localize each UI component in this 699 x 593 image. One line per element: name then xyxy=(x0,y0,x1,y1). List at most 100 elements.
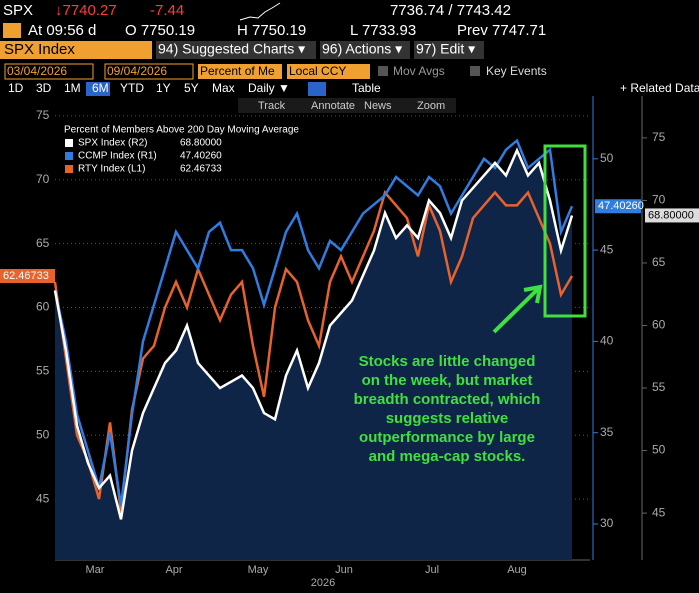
end-date[interactable]: 09/04/2026 xyxy=(107,64,167,78)
prev: Prev 7747.71 xyxy=(457,22,546,39)
legend-swatch xyxy=(65,139,73,147)
mov-avgs[interactable]: Mov Avgs xyxy=(393,64,445,78)
table-button[interactable]: Table xyxy=(352,81,381,95)
legend-value: 47.40260 xyxy=(180,151,222,162)
x-axis-title: 2026 xyxy=(311,577,335,589)
date-input[interactable] xyxy=(104,63,194,80)
period-button[interactable]: 6M xyxy=(92,81,109,95)
y-tick-label: 45 xyxy=(36,491,50,505)
arrow xyxy=(492,284,543,334)
menu-tab[interactable] xyxy=(320,41,410,59)
field[interactable]: Percent of Me xyxy=(200,64,275,78)
y3-tick-label: 45 xyxy=(652,505,666,519)
sparkline xyxy=(239,2,281,21)
y2-tick-label: 40 xyxy=(600,334,614,348)
y2-tick-label: 30 xyxy=(600,516,614,530)
related-data[interactable]: + Related Data xyxy=(620,81,699,95)
start-date[interactable]: 03/04/2026 xyxy=(7,64,67,78)
tool[interactable]: Annotate xyxy=(311,100,355,112)
legend-name: CCMP Index (R1) xyxy=(78,151,157,162)
y3-tick-label: 65 xyxy=(652,255,666,269)
legend-swatch xyxy=(65,165,73,173)
x-tick-label: Aug xyxy=(507,564,527,576)
x-tick-label: Jul xyxy=(425,564,439,576)
change: -7.44 xyxy=(150,2,184,19)
y3-tick-label: 75 xyxy=(652,130,666,144)
plot: 45 50 55 60 65 70 75 30 35 40 45 50 45 50 55 60 65 70 75 Ma… xyxy=(0,96,699,589)
value-tag-label: 68.80000 xyxy=(648,209,694,221)
value-tag-label: 47.40260 xyxy=(598,200,644,212)
period-button[interactable]: YTD xyxy=(120,81,144,95)
x-tick-label: Mar xyxy=(86,564,105,576)
period-button[interactable]: 1D xyxy=(8,81,24,95)
y-tick-label: 75 xyxy=(36,108,50,122)
period-button[interactable]: 1M xyxy=(64,81,81,95)
y3-tick-label: 55 xyxy=(652,380,666,394)
x-tick-label: Jun xyxy=(335,564,353,576)
legend-name: SPX Index (R2) xyxy=(78,138,147,149)
y3-tick-label: 60 xyxy=(652,318,666,332)
checkbox[interactable] xyxy=(378,66,388,76)
toolbar xyxy=(238,98,456,113)
y3-tick-label: 50 xyxy=(652,443,666,457)
menu-item[interactable]: 94) Suggested Charts ▾ xyxy=(158,41,305,57)
y-tick-label: 55 xyxy=(36,364,50,378)
checkbox[interactable] xyxy=(470,66,480,76)
value-tag xyxy=(0,268,55,283)
tool[interactable]: News xyxy=(364,100,392,112)
value-tag xyxy=(645,208,699,223)
annotation: Stocks are little changed xyxy=(359,353,536,370)
menu-item[interactable]: 96) Actions ▾ xyxy=(322,41,402,57)
price: ↓7740.27 xyxy=(55,2,117,19)
ccy-select[interactable] xyxy=(287,64,370,79)
security[interactable]: SPX Index xyxy=(4,41,75,58)
chart-type-icon xyxy=(308,82,326,96)
menu-tab[interactable] xyxy=(414,41,484,59)
ticker: SPX xyxy=(3,2,33,19)
tool[interactable]: Zoom xyxy=(417,100,445,112)
legend-value: 62.46733 xyxy=(180,164,222,175)
period-button[interactable]: Max xyxy=(212,81,235,95)
low: L 7733.93 xyxy=(350,22,416,39)
y2-tick-label: 50 xyxy=(600,151,614,165)
date-input[interactable] xyxy=(4,63,94,80)
line xyxy=(53,189,574,513)
bid-ask: 7736.74 / 7743.42 xyxy=(390,2,511,19)
time: At 09:56 d xyxy=(28,22,96,39)
y2-tick-label: 35 xyxy=(600,425,614,439)
annotation: breadth contracted, which xyxy=(354,391,541,408)
annotation: outperformance by large xyxy=(359,429,535,446)
active-period xyxy=(86,82,110,96)
highlight-box xyxy=(543,144,587,318)
x-tick-label: May xyxy=(248,564,269,576)
legend-name: RTY Index (L1) xyxy=(78,164,145,175)
x-tick-label: Apr xyxy=(165,564,182,576)
security-box[interactable] xyxy=(0,41,152,59)
y-tick-label: 50 xyxy=(36,427,50,441)
y2-tick-label: 45 xyxy=(600,242,614,256)
field-select[interactable] xyxy=(198,64,282,79)
legend xyxy=(60,121,322,177)
annotation: on the week, but market xyxy=(362,372,533,389)
currency[interactable]: Local CCY xyxy=(289,64,346,78)
legend-value: 68.80000 xyxy=(180,138,222,149)
y3-tick-label: 70 xyxy=(652,193,666,207)
period-button[interactable]: 3D xyxy=(36,81,52,95)
high: H 7750.19 xyxy=(237,22,306,39)
frequency[interactable]: Daily ▼ xyxy=(248,81,290,95)
y-tick-label: 65 xyxy=(36,236,50,250)
line xyxy=(53,147,574,520)
key-events[interactable]: Key Events xyxy=(486,64,547,78)
menu-item[interactable]: 97) Edit ▾ xyxy=(416,41,475,57)
y-tick-label: 70 xyxy=(36,172,50,186)
period-button[interactable]: 1Y xyxy=(156,81,171,95)
period-button[interactable]: 5Y xyxy=(184,81,199,95)
line xyxy=(53,138,574,506)
legend-title: Percent of Members Above 200 Day Moving … xyxy=(64,125,299,136)
area-fill xyxy=(55,150,572,561)
menu-tab[interactable] xyxy=(156,41,316,59)
value-tag xyxy=(595,199,641,214)
tool[interactable]: Track xyxy=(258,100,286,112)
